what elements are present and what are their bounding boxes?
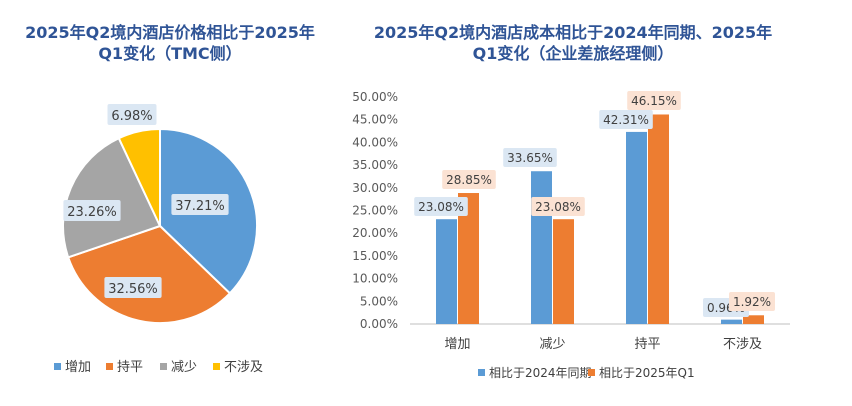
pie-legend-label: 不涉及	[224, 360, 263, 375]
x-tick-label: 不涉及	[723, 337, 762, 352]
legend-swatch	[54, 363, 61, 370]
bar-s1-4	[721, 319, 742, 324]
bar-data-label: 23.08%	[535, 200, 581, 214]
pie-data-label: 37.21%	[175, 199, 225, 214]
bar-data-label: 42.31%	[603, 113, 649, 127]
x-tick-label: 增加	[444, 337, 470, 352]
bar-legend-label: 相比于2024年同期	[489, 366, 592, 380]
y-tick-label: 30.00%	[352, 181, 398, 195]
pie-slice-4	[117, 127, 161, 227]
bar-data-label-bg	[531, 197, 585, 216]
pie-data-label-bg	[104, 277, 162, 298]
y-tick-label: 20.00%	[352, 226, 398, 240]
pie-data-label-bg	[107, 104, 157, 125]
bar-data-label: 46.15%	[631, 94, 677, 108]
bar-s1-3	[626, 131, 647, 324]
pie-legend-label: 减少	[171, 360, 197, 375]
y-tick-label: 35.00%	[352, 158, 398, 172]
bar-s2-1	[458, 193, 479, 324]
bar-data-label-bg	[442, 170, 496, 189]
legend-swatch	[106, 363, 113, 370]
y-tick-label: 45.00%	[352, 113, 398, 127]
pie-data-label: 6.98%	[111, 109, 152, 124]
bar-data-label: 1.92%	[733, 295, 771, 309]
y-tick-label: 0.00%	[360, 317, 398, 331]
pie-data-label-bg	[63, 200, 121, 221]
y-tick-label: 5.00%	[360, 294, 398, 308]
legend-swatch	[588, 369, 595, 376]
pie-data-label: 32.56%	[108, 282, 158, 297]
bar-data-label-bg	[627, 91, 681, 110]
y-tick-label: 25.00%	[352, 204, 398, 218]
pie-legend-label: 增加	[65, 360, 91, 375]
bar-s2-3	[648, 114, 669, 324]
y-tick-label: 40.00%	[352, 135, 398, 149]
y-tick-label: 10.00%	[352, 272, 398, 286]
legend-swatch	[478, 369, 485, 376]
bar-data-label-bg	[729, 292, 775, 311]
y-tick-label: 15.00%	[352, 249, 398, 263]
bar-data-label: 33.65%	[507, 151, 553, 165]
pie-chart-title: 2025年Q2境内酒店价格相比于2025年Q1变化（TMC侧）	[25, 23, 315, 63]
legend-swatch	[160, 363, 167, 370]
bar-s1-2	[531, 171, 552, 324]
x-tick-label: 减少	[539, 337, 565, 352]
legend-swatch	[213, 363, 220, 370]
pie-slice-2	[66, 224, 232, 324]
bar-s1-1	[436, 219, 457, 324]
bar-legend-label: 相比于2025年Q1	[599, 366, 695, 380]
pie-data-label: 23.26%	[67, 205, 117, 220]
x-tick-label: 持平	[634, 337, 660, 352]
pie-slice-3	[62, 136, 162, 259]
pie-legend-label: 持平	[117, 360, 143, 375]
y-tick-label: 50.00%	[352, 90, 398, 104]
bar-chart-title: 2025年Q2境内酒店成本相比于2024年同期、2025年Q1变化（企业差旅经理…	[373, 23, 773, 63]
bar-s2-2	[553, 219, 574, 324]
bar-data-label: 23.08%	[418, 200, 464, 214]
bar-data-label-bg	[599, 110, 653, 129]
bar-s2-4	[743, 315, 764, 324]
bar-data-label: 28.85%	[446, 173, 492, 187]
pie-data-label-bg	[171, 194, 229, 215]
bar-data-label-bg	[414, 197, 468, 216]
bar-data-label-bg	[503, 148, 557, 167]
